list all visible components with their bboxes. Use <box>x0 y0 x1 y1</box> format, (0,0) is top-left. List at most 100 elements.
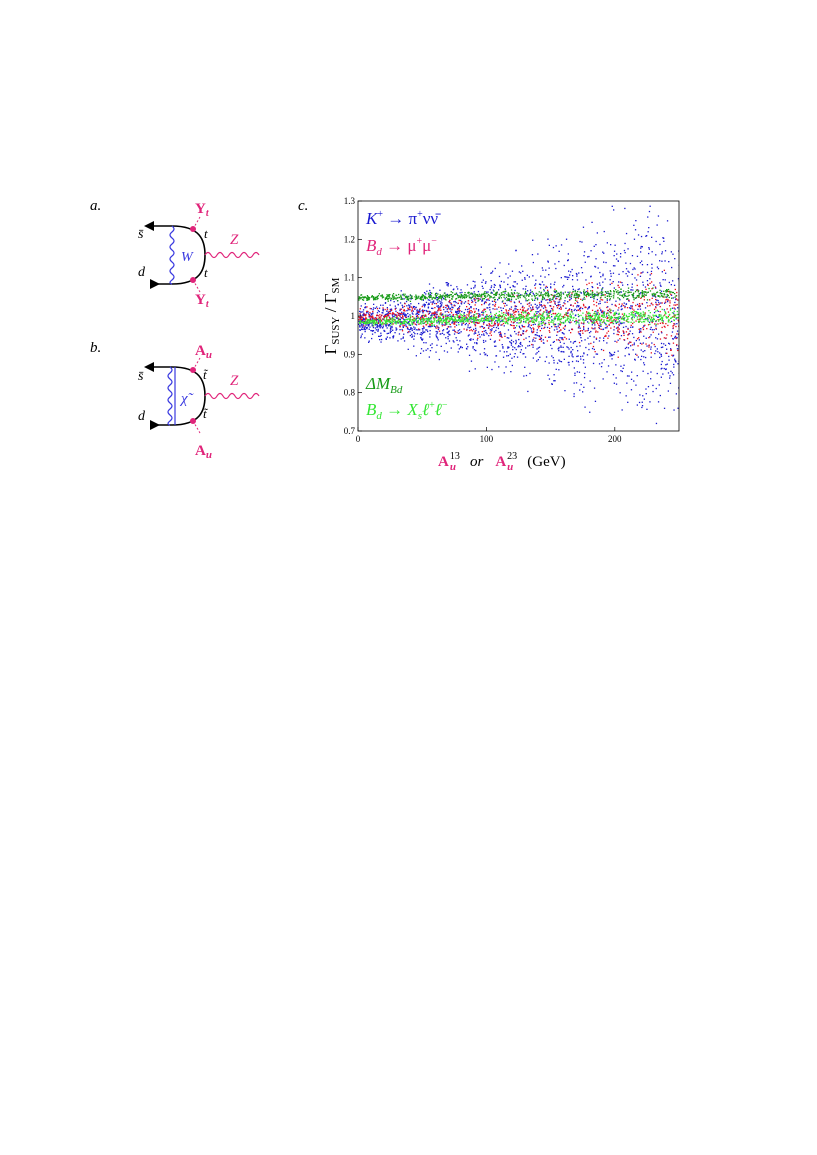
scatter-point <box>553 318 555 320</box>
scatter-point <box>640 330 642 332</box>
scatter-point <box>622 330 624 332</box>
scatter-point <box>653 308 656 310</box>
scatter-point <box>571 310 573 312</box>
scatter-point <box>505 312 507 314</box>
scatter-point <box>366 328 368 330</box>
scatter-point <box>600 276 602 278</box>
scatter-point <box>591 221 593 223</box>
scatter-point <box>638 306 641 308</box>
scatter-point <box>645 288 647 290</box>
scatter-point <box>372 330 375 332</box>
scatter-point <box>400 298 402 300</box>
scatter-point <box>551 294 553 296</box>
scatter-point <box>364 330 366 333</box>
scatter-point <box>509 353 511 355</box>
scatter-point <box>402 321 404 323</box>
scatter-point <box>411 333 413 335</box>
scatter-point <box>401 311 403 313</box>
scatter-point <box>667 290 670 293</box>
scatter-point <box>458 308 460 310</box>
scatter-point <box>456 316 459 318</box>
scatter-point <box>674 288 676 291</box>
scatter-point <box>375 322 378 324</box>
scatter-point <box>512 294 514 296</box>
scatter-point <box>569 295 571 297</box>
scatter-point <box>410 328 412 330</box>
scatter-point <box>577 321 579 323</box>
scatter-point <box>395 327 397 329</box>
scatter-point <box>603 230 605 233</box>
scatter-point <box>646 408 648 410</box>
scatter-point <box>392 329 394 331</box>
scatter-point <box>360 318 362 320</box>
scatter-point <box>528 336 530 338</box>
scatter-point <box>437 327 439 329</box>
scatter-point <box>566 319 568 321</box>
scatter-point <box>660 314 662 316</box>
scatter-point <box>664 302 666 304</box>
scatter-point <box>651 329 653 331</box>
scatter-point <box>421 320 423 323</box>
scatter-point <box>575 320 577 322</box>
scatter-point <box>478 299 480 302</box>
scatter-point <box>581 272 584 274</box>
scatter-point <box>390 299 392 302</box>
scatter-point <box>449 334 451 336</box>
scatter-point <box>601 289 603 291</box>
scatter-point <box>636 296 638 299</box>
scatter-point <box>373 321 376 323</box>
scatter-point <box>386 336 388 338</box>
scatter-point <box>612 310 614 312</box>
scatter-point <box>637 320 640 322</box>
scatter-point <box>460 301 463 303</box>
scatter-point <box>359 321 361 323</box>
scatter-point <box>445 282 447 284</box>
scatter-point <box>456 312 458 314</box>
scatter-point <box>663 407 666 409</box>
scatter-point <box>426 310 428 313</box>
scatter-point <box>673 304 675 306</box>
scatter-point <box>491 319 493 322</box>
scatter-point <box>485 296 487 298</box>
scatter-point <box>474 293 476 295</box>
scatter-point <box>452 340 454 342</box>
scatter-point <box>570 352 572 354</box>
scatter-point <box>362 328 364 331</box>
scatter-point <box>659 322 661 324</box>
scatter-point <box>609 293 612 295</box>
scatter-point <box>633 316 635 319</box>
scatter-point <box>405 314 407 316</box>
scatter-point <box>641 316 643 318</box>
scatter-point <box>456 294 459 296</box>
scatter-point <box>558 294 561 296</box>
scatter-point <box>506 337 508 339</box>
scatter-point <box>391 314 394 316</box>
scatter-point <box>418 318 421 320</box>
scatter-point <box>630 341 632 343</box>
scatter-point <box>420 352 422 354</box>
y-axis-label: ΓSUSY / ΓSM <box>321 277 342 354</box>
scatter-point <box>498 339 501 341</box>
scatter-point <box>535 314 537 316</box>
panel-a-vertex-lower <box>190 277 196 283</box>
scatter-point <box>399 320 401 322</box>
scatter-point <box>366 306 368 308</box>
scatter-point <box>358 323 360 325</box>
scatter-point <box>592 314 594 316</box>
scatter-point <box>502 346 504 348</box>
scatter-point <box>605 313 608 316</box>
scatter-point <box>533 322 535 324</box>
scatter-point <box>487 307 489 309</box>
scatter-point <box>531 295 533 297</box>
scatter-point <box>578 341 581 344</box>
scatter-point <box>495 329 497 332</box>
scatter-point <box>650 317 653 319</box>
scatter-point <box>523 338 525 341</box>
scatter-point <box>452 315 454 318</box>
scatter-point <box>585 316 587 318</box>
scatter-point <box>401 330 404 332</box>
scatter-point <box>525 374 528 377</box>
scatter-point <box>499 315 502 317</box>
scatter-point <box>468 322 470 325</box>
scatter-point <box>603 340 605 342</box>
